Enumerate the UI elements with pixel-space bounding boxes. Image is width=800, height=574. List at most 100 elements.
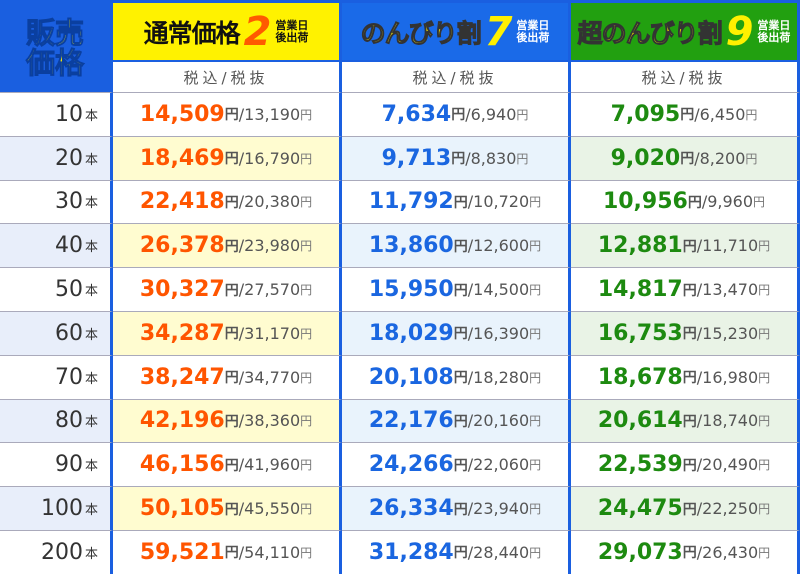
price-excl-tax: 18,740 (702, 411, 759, 431)
corner-line-1: 販売 (25, 15, 84, 50)
price-incl-tax: 22,176 (368, 408, 454, 434)
price-excl-tax: 13,190 (244, 104, 301, 124)
price-incl-tax: 18,678 (597, 364, 683, 390)
price-incl-tax: 16,753 (597, 320, 683, 346)
price-cell: 12,881 円/11,710 円 (571, 223, 800, 268)
price-excl-tax: 31,170 (244, 323, 301, 343)
price-incl-tax: 46,156 (139, 452, 225, 478)
price-excl-tax: 54,110 (244, 542, 301, 562)
price-incl-tax: 18,029 (368, 320, 454, 346)
price-cell: 24,266 円/22,060 円 (342, 442, 571, 487)
price-excl-tax: 14,500 (473, 280, 530, 300)
price-incl-tax: 24,266 (368, 452, 454, 478)
plan-note: 営業日 後出荷 (516, 18, 550, 44)
price-excl-tax: 28,440 (473, 542, 530, 562)
quantity-cell: 20 本 (0, 135, 113, 180)
price-excl-tax: 38,360 (244, 411, 301, 431)
price-excl-tax: 6,940 (470, 104, 517, 124)
price-cell: 22,418 円/20,380 円 (113, 179, 342, 224)
price-excl-tax: 9,960 (707, 192, 754, 212)
quantity-cell: 80 本 (0, 398, 113, 443)
price-cell: 34,287 円/31,170 円 (113, 310, 342, 355)
price-incl-tax: 9,020 (610, 145, 681, 171)
plan-header-normal: 通常価格 2 営業日 後出荷 (113, 0, 342, 60)
price-incl-tax: 15,950 (368, 277, 454, 303)
quantity-cell: 50 本 (0, 267, 113, 311)
price-cell: 13,860 円/12,600 円 (342, 223, 571, 268)
price-incl-tax: 24,475 (597, 496, 683, 522)
price-incl-tax: 22,418 (139, 189, 225, 215)
quantity-cell: 100 本 (0, 486, 113, 530)
plan-header-nonbiri: のんびり割 7 営業日 後出荷 (342, 0, 571, 60)
price-cell: 20,108 円/18,280 円 (342, 354, 571, 399)
price-incl-tax: 22,539 (597, 452, 683, 478)
price-cell: 20,614 円/18,740 円 (571, 398, 800, 443)
price-incl-tax: 9,713 (381, 145, 452, 171)
quantity-cell: 200 本 (0, 529, 113, 574)
price-excl-tax: 23,980 (244, 236, 301, 256)
price-cell: 50,105 円/45,550 円 (113, 486, 342, 530)
plan-title: 超のんびり割 (577, 18, 723, 48)
price-excl-tax: 12,600 (473, 236, 530, 256)
price-incl-tax: 26,378 (139, 233, 225, 259)
plan-note: 営業日 後出荷 (275, 18, 309, 44)
price-incl-tax: 20,108 (368, 364, 454, 390)
price-cell: 31,284 円/28,440 円 (342, 529, 571, 574)
price-incl-tax: 30,327 (139, 277, 225, 303)
quantity-cell: 10 本 (0, 92, 113, 136)
tax-subheader: 税込/税抜 (113, 60, 342, 92)
price-cell: 7,634 円/6,940 円 (342, 92, 571, 136)
price-cell: 26,334 円/23,940 円 (342, 486, 571, 530)
price-incl-tax: 12,881 (597, 233, 683, 259)
price-excl-tax: 10,720 (473, 192, 530, 212)
price-excl-tax: 22,060 (473, 455, 530, 475)
price-incl-tax: 14,817 (597, 277, 683, 303)
plan-days: 7 (484, 8, 513, 55)
price-cell: 42,196 円/38,360 円 (113, 398, 342, 443)
price-cell: 29,073 円/26,430 円 (571, 529, 800, 574)
price-incl-tax: 7,095 (610, 101, 681, 127)
price-incl-tax: 20,614 (597, 408, 683, 434)
plan-header-super-nonbiri: 超のんびり割 9 営業日 後出荷 (571, 0, 800, 60)
price-cell: 11,792 円/10,720 円 (342, 179, 571, 224)
price-excl-tax: 11,710 (702, 236, 759, 256)
price-excl-tax: 20,380 (244, 192, 301, 212)
price-incl-tax: 13,860 (368, 233, 454, 259)
price-incl-tax: 26,334 (368, 496, 454, 522)
quantity-cell: 40 本 (0, 223, 113, 268)
price-excl-tax: 45,550 (244, 499, 301, 519)
corner-header: 販売 価格 (0, 0, 113, 92)
price-excl-tax: 16,790 (244, 148, 301, 168)
price-excl-tax: 16,980 (702, 367, 759, 387)
price-excl-tax: 34,770 (244, 367, 301, 387)
price-excl-tax: 18,280 (473, 367, 530, 387)
quantity-cell: 60 本 (0, 310, 113, 355)
price-excl-tax: 26,430 (702, 542, 759, 562)
plan-days: 2 (243, 8, 272, 55)
price-incl-tax: 7,634 (381, 101, 452, 127)
price-excl-tax: 41,960 (244, 455, 301, 475)
quantity-cell: 70 本 (0, 354, 113, 399)
price-excl-tax: 20,490 (702, 455, 759, 475)
plan-title: 通常価格 (143, 18, 241, 48)
price-excl-tax: 15,230 (702, 323, 759, 343)
price-cell: 22,539 円/20,490 円 (571, 442, 800, 487)
price-incl-tax: 42,196 (139, 408, 225, 434)
price-excl-tax: 8,200 (699, 148, 746, 168)
plan-title: のんびり割 (360, 18, 482, 48)
price-cell: 18,029 円/16,390 円 (342, 310, 571, 355)
price-cell: 18,469 円/16,790 円 (113, 135, 342, 180)
price-incl-tax: 18,469 (139, 145, 225, 171)
price-excl-tax: 16,390 (473, 323, 530, 343)
price-cell: 10,956 円/9,960 円 (571, 179, 800, 224)
price-excl-tax: 6,450 (699, 104, 746, 124)
price-cell: 14,509 円/13,190 円 (113, 92, 342, 136)
price-cell: 15,950 円/14,500 円 (342, 267, 571, 311)
price-cell: 18,678 円/16,980 円 (571, 354, 800, 399)
price-cell: 59,521 円/54,110 円 (113, 529, 342, 574)
corner-line-2: 価格 (25, 45, 84, 80)
price-excl-tax: 20,160 (473, 411, 530, 431)
price-cell: 7,095 円/6,450 円 (571, 92, 800, 136)
quantity-cell: 90 本 (0, 442, 113, 487)
